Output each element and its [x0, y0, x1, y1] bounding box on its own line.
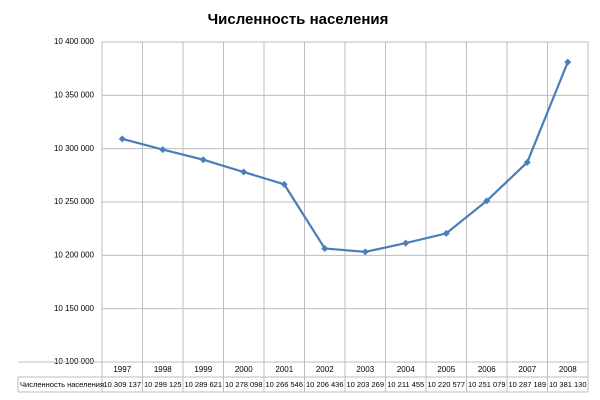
marker: [159, 146, 167, 154]
table-value: 10 309 137: [103, 380, 141, 389]
legend-label: Численность населения: [20, 380, 104, 389]
x-tick-label: 2001: [275, 365, 293, 374]
marker: [442, 229, 450, 237]
marker: [321, 244, 329, 252]
y-tick-label: 10 300 000: [54, 144, 95, 153]
x-tick-label: 1997: [113, 365, 131, 374]
marker: [280, 180, 288, 188]
table-value: 10 211 455: [387, 380, 424, 389]
table-value: 10 287 189: [508, 380, 546, 389]
series-line: [121, 61, 569, 253]
marker: [361, 248, 369, 256]
table-value: 10 289 621: [184, 380, 222, 389]
y-tick-label: 10 150 000: [54, 304, 95, 313]
x-tick-label: 2002: [316, 365, 334, 374]
table-value: 10 220 577: [427, 380, 465, 389]
marker: [483, 197, 491, 205]
table-value: 10 251 079: [468, 380, 506, 389]
x-tick-label: 1998: [154, 365, 172, 374]
y-tick-label: 10 200 000: [54, 250, 95, 259]
x-tick-label: 2005: [437, 365, 455, 374]
x-tick-label: 1999: [194, 365, 212, 374]
y-tick-label: 10 250 000: [54, 197, 95, 206]
x-tick-label: 2008: [559, 365, 577, 374]
marker: [118, 135, 126, 143]
table-value: 10 278 098: [225, 380, 263, 389]
marker: [564, 58, 572, 66]
x-tick-label: 2007: [518, 365, 536, 374]
x-tick-label: 2000: [235, 365, 253, 374]
y-tick-label: 10 350 000: [54, 90, 95, 99]
table-value: 10 299 125: [144, 380, 182, 389]
table-value: 10 266 546: [265, 380, 303, 389]
marker: [523, 158, 531, 166]
table-value: 10 381 130: [549, 380, 587, 389]
table-value: 10 206 436: [306, 380, 344, 389]
x-tick-label: 2004: [397, 365, 415, 374]
table-value: 10 203 269: [346, 380, 384, 389]
x-tick-label: 2003: [356, 365, 374, 374]
marker: [240, 168, 248, 176]
marker: [402, 239, 410, 247]
chart-title: Численность населения: [208, 11, 389, 28]
marker: [199, 156, 207, 164]
x-tick-label: 2006: [478, 365, 496, 374]
y-tick-label: 10 400 000: [54, 37, 95, 46]
